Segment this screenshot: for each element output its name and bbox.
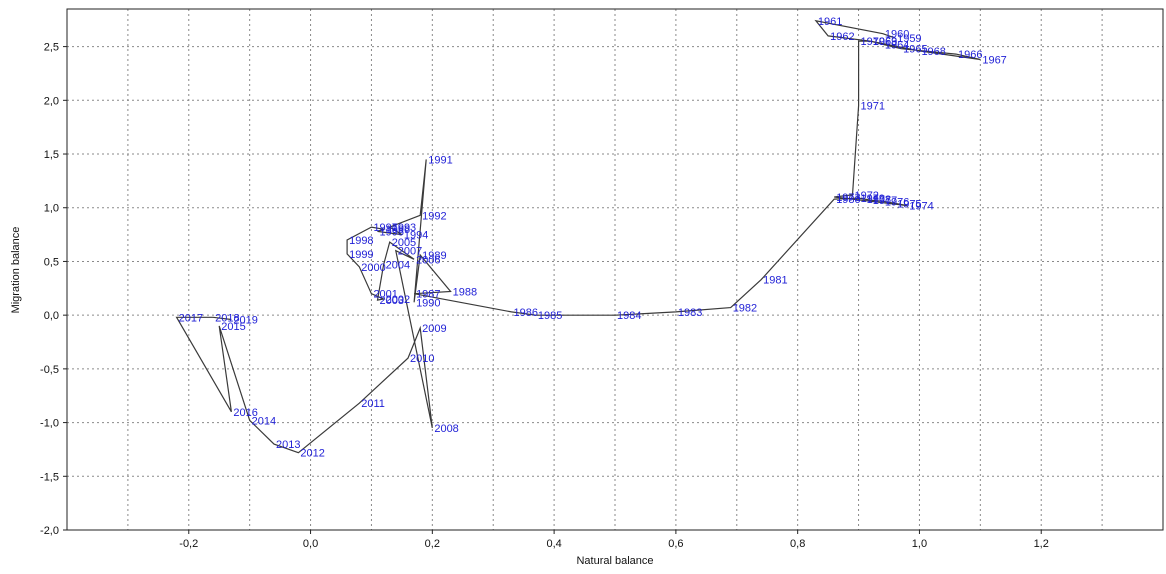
y-tick-label: 0,0 (44, 310, 59, 322)
point-label: 1987 (416, 289, 440, 301)
point-label: 1961 (818, 16, 842, 28)
point-label: 1990 (416, 297, 440, 309)
y-tick-label: -2,0 (40, 525, 59, 537)
x-tick-label: 0,6 (668, 538, 683, 550)
point-label: 1977 (873, 195, 897, 207)
point-label: 2009 (422, 323, 446, 335)
point-label: 2017 (179, 312, 203, 324)
x-tick-label: 0,8 (790, 538, 805, 550)
point-label: 1998 (349, 235, 373, 247)
x-tick-label: -0,2 (179, 538, 198, 550)
point-label: 2016 (233, 407, 257, 419)
point-label: 1985 (538, 310, 562, 322)
point-label: 1971 (861, 101, 885, 113)
point-label: 1968 (921, 46, 945, 58)
point-label: 2006 (416, 254, 440, 266)
y-tick-label: -1,5 (40, 471, 59, 483)
point-label: 2000 (361, 262, 385, 274)
x-tick-label: 0,0 (303, 538, 318, 550)
y-tick-label: 1,5 (44, 149, 59, 161)
series-line (175, 19, 981, 454)
point-label: 1988 (453, 287, 477, 299)
tick-layer: -0,2 0,0 0,2 0,4 0,6 0,8 1,0 1,2 -2,0 -1,5 -1,0 -0,… (40, 42, 1049, 550)
point-label: 2004 (386, 260, 410, 272)
point-label: 1970 (861, 36, 885, 48)
grid-layer (67, 9, 1163, 531)
x-tick-label: 1,2 (1034, 538, 1049, 550)
point-label: 1962 (830, 31, 854, 43)
point-label: 2015 (221, 321, 245, 333)
x-tick-label: 0,2 (425, 538, 440, 550)
y-tick-label: -1,0 (40, 418, 59, 430)
point-label: 1975 (897, 198, 921, 210)
point-label: 1994 (404, 230, 428, 242)
point-label: 2001 (373, 289, 397, 301)
point-label: 1981 (763, 275, 787, 287)
point-label: 1982 (733, 303, 757, 315)
point-label: 1964 (885, 39, 909, 51)
point-label: 1978 (867, 194, 891, 206)
point-label: 1963 (873, 36, 897, 48)
point-label: 2018 (215, 312, 239, 324)
point-label: 1976 (885, 196, 909, 208)
point-label: 2011 (361, 398, 385, 410)
point-label: 2008 (434, 423, 458, 435)
point-label: 1967 (982, 54, 1006, 66)
point-label: 1991 (428, 154, 452, 166)
point-label: 1993 (392, 222, 416, 234)
point-label: 1996 (386, 224, 410, 236)
point-label: 1966 (958, 49, 982, 61)
point-label: 2014 (252, 415, 276, 427)
point-label: 1974 (909, 201, 933, 213)
point-label: 2012 (300, 448, 324, 460)
point-label: 1992 (422, 210, 446, 222)
x-axis-title: Natural balance (576, 555, 653, 567)
x-tick-label: 0,4 (546, 538, 561, 550)
point-label: 1979 (861, 193, 885, 205)
y-tick-label: -0,5 (40, 364, 59, 376)
point-label: 1997 (373, 222, 397, 234)
point-label: 2002 (386, 294, 410, 306)
point-label: 1973 (836, 192, 860, 204)
x-tick-label: 1,0 (912, 538, 927, 550)
point-label: 1959 (897, 33, 921, 45)
point-label: 1986 (513, 307, 537, 319)
point-label: 1989 (422, 250, 446, 262)
point-label: 1995 (380, 226, 404, 238)
point-label: 1965 (903, 44, 927, 56)
plot-frame (66, 8, 1164, 531)
y-tick-label: 2,0 (44, 95, 59, 107)
point-label: 1983 (678, 307, 702, 319)
point-label: 1972 (854, 190, 878, 202)
y-axis-title: Migration balance (10, 227, 22, 314)
y-tick-label: 0,5 (44, 256, 59, 268)
point-label: 1999 (349, 249, 373, 261)
point-label: 1969 (873, 36, 897, 48)
point-label: 2019 (233, 314, 257, 326)
y-tick-label: 1,0 (44, 203, 59, 215)
y-tick-label: 2,5 (44, 42, 59, 54)
series-layer (175, 19, 981, 454)
point-label: 2003 (380, 295, 404, 307)
point-label: 1984 (617, 310, 641, 322)
point-label: 2010 (410, 353, 434, 365)
point-label: 1980 (836, 194, 860, 206)
point-label: 2005 (392, 237, 416, 249)
point-label: 2007 (398, 246, 422, 258)
point-label: 2013 (276, 439, 300, 451)
point-label: 1960 (885, 29, 909, 41)
